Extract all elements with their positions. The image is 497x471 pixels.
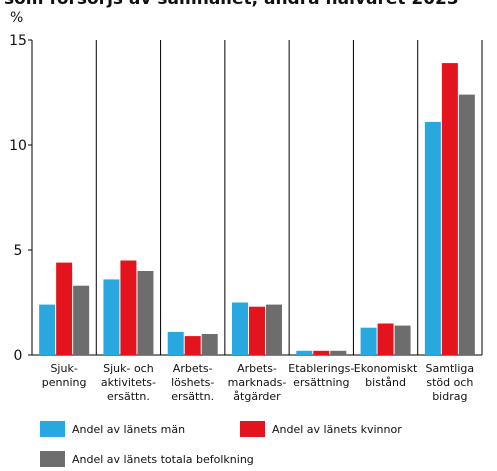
bar	[103, 279, 120, 355]
bar	[73, 285, 90, 355]
x-tick-label: Etablerings-ersättning	[288, 362, 354, 389]
bar	[313, 350, 330, 355]
legend-label: Andel av länets män	[72, 423, 185, 436]
bar	[249, 306, 265, 355]
y-tick-label: 15	[9, 33, 27, 49]
x-tick-label: Arbets-löshets-ersättn.	[171, 362, 214, 403]
legend-label: Andel av länets kvinnor	[272, 423, 402, 436]
bar	[167, 331, 184, 355]
bar	[39, 304, 56, 355]
bar	[296, 350, 313, 355]
bar	[266, 304, 282, 355]
bar	[201, 334, 218, 355]
legend-swatch	[40, 421, 65, 437]
x-tick-label: Samtliga stöd och bidrag	[426, 362, 475, 403]
bar	[56, 262, 73, 355]
bar	[360, 327, 377, 355]
legend-label: Andel av länets totala befolkning	[72, 453, 254, 466]
bar	[330, 350, 347, 355]
y-tick-label: 0	[14, 348, 23, 364]
x-tick-label: Sjuk- och aktivitets-ersättn.	[101, 362, 156, 403]
bar	[184, 336, 201, 355]
bar	[424, 121, 441, 356]
x-tick-label: Sjuk-penning	[42, 362, 87, 389]
y-tick-label: 10	[9, 138, 27, 154]
bar	[377, 323, 394, 355]
y-axis-label: %	[10, 10, 23, 26]
x-tick-label: Arbets-marknads-åtgärder	[228, 362, 287, 403]
y-tick-label: 5	[14, 243, 23, 259]
legend-swatch	[40, 451, 65, 467]
bar	[120, 260, 137, 355]
x-tick-label: Ekonomiskt bistånd	[354, 362, 418, 389]
bar	[394, 325, 411, 355]
bar	[232, 302, 248, 355]
bar	[458, 94, 475, 355]
chart-title: som försörjs av samhället, andra halvåre…	[4, 0, 459, 9]
legend-swatch	[240, 421, 265, 437]
bar	[441, 63, 458, 355]
bar	[137, 271, 154, 355]
